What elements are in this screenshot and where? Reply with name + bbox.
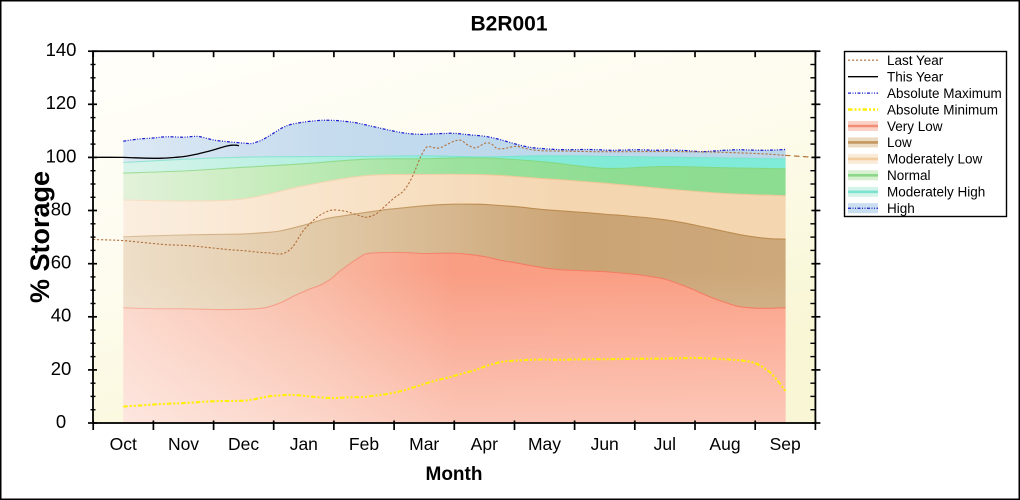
svg-text:Jan: Jan [290,434,318,454]
svg-text:Very Low: Very Low [887,119,943,134]
svg-text:This Year: This Year [887,70,944,85]
svg-text:Aug: Aug [709,434,740,454]
svg-text:Absolute Minimum: Absolute Minimum [887,102,998,117]
svg-text:Oct: Oct [110,434,137,454]
svg-text:High: High [887,201,915,216]
svg-text:Feb: Feb [349,434,379,454]
svg-text:Dec: Dec [228,434,259,454]
svg-text:Nov: Nov [168,434,199,454]
svg-text:Month: Month [426,464,483,485]
svg-text:Apr: Apr [471,434,498,454]
svg-text:140: 140 [46,39,77,60]
svg-text:% Storage: % Storage [25,171,55,303]
svg-text:80: 80 [51,198,72,219]
svg-text:Jun: Jun [591,434,619,454]
svg-text:Normal: Normal [887,168,931,183]
svg-text:Absolute Maximum: Absolute Maximum [887,86,1002,101]
svg-text:May: May [528,434,561,454]
svg-text:40: 40 [51,305,72,326]
svg-text:Moderately High: Moderately High [887,185,985,200]
svg-text:B2R001: B2R001 [470,13,547,36]
svg-text:Jul: Jul [654,434,676,454]
svg-text:20: 20 [51,358,72,379]
svg-text:Moderately Low: Moderately Low [887,152,983,167]
svg-text:120: 120 [46,92,77,113]
svg-text:Sep: Sep [770,434,801,454]
svg-text:0: 0 [56,411,66,432]
svg-text:Mar: Mar [409,434,439,454]
svg-text:Last Year: Last Year [887,53,944,68]
svg-text:60: 60 [51,252,72,273]
svg-text:100: 100 [46,145,77,166]
svg-text:Low: Low [887,135,912,150]
